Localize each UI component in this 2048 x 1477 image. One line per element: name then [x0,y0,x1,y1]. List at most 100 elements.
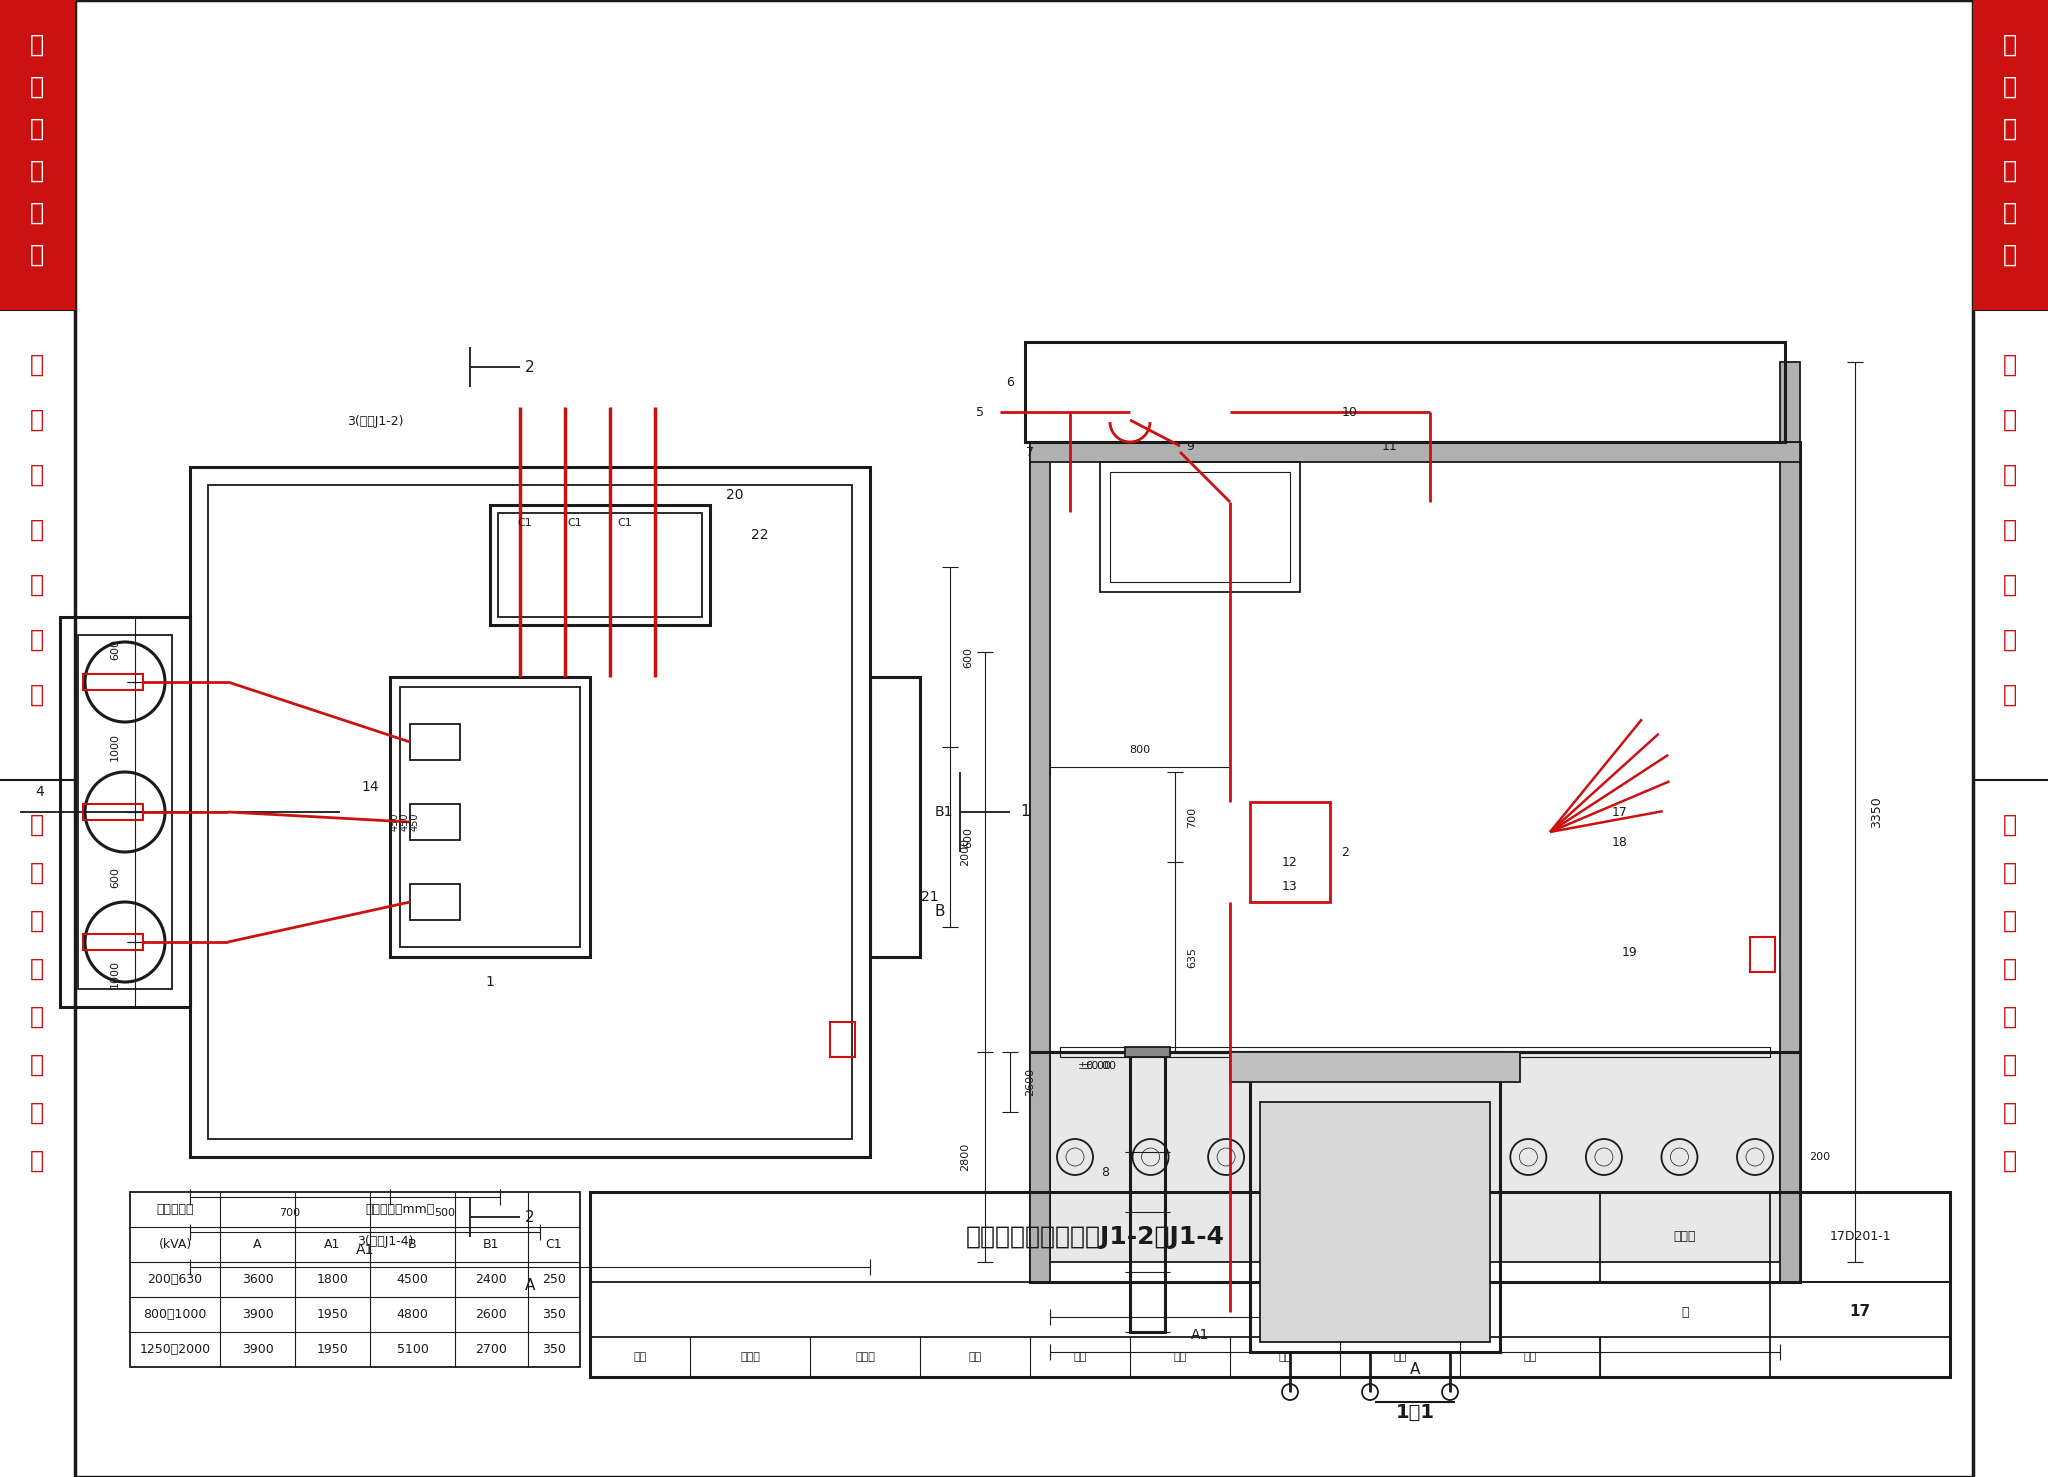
Text: C1: C1 [618,518,633,527]
Text: 350: 350 [543,1309,565,1320]
Text: 800: 800 [1128,744,1151,755]
Text: 建: 建 [2003,408,2017,431]
Text: 500: 500 [434,1208,455,1219]
Text: 构: 构 [31,1004,45,1029]
Text: 600: 600 [111,640,121,660]
Text: 450: 450 [399,812,410,832]
Text: 1950: 1950 [317,1343,348,1356]
Text: 常: 常 [2003,812,2017,837]
Text: C1: C1 [567,518,582,527]
Bar [1024,343,1786,442]
Bar [399,687,580,947]
Text: B: B [936,904,946,920]
Text: 700: 700 [1188,806,1196,827]
Bar [1749,936,1776,972]
Text: 设: 设 [2003,462,2017,487]
Text: 沿机凤: 沿机凤 [856,1351,874,1362]
Text: 2: 2 [524,359,535,375]
Text: 7: 7 [1026,446,1034,458]
Text: 1－1: 1－1 [1395,1403,1434,1421]
Text: 4500: 4500 [397,1273,428,1286]
Bar [1124,1047,1169,1058]
Text: 室: 室 [2003,160,2017,183]
Text: 2000: 2000 [961,837,971,866]
Text: 2700: 2700 [475,1343,508,1356]
Text: 11: 11 [1382,440,1399,453]
Bar [1972,0,2048,310]
Bar [1030,442,1051,1282]
Text: 250: 250 [543,1273,565,1286]
Text: (kVA): (kVA) [158,1238,193,1251]
Text: 任: 任 [31,573,45,597]
Text: 13: 13 [1282,880,1298,894]
Text: 构: 构 [2003,1004,2017,1029]
Bar [1249,1052,1499,1351]
Text: 计: 计 [31,518,45,542]
Text: 3600: 3600 [242,1273,272,1286]
Text: 安: 安 [31,1100,45,1125]
Text: 600: 600 [963,647,973,668]
Text: 图: 图 [2003,682,2017,707]
Text: 件: 件 [31,1053,45,1077]
Text: 变压器容量: 变压器容量 [156,1202,195,1216]
Text: 器: 器 [2003,117,2017,140]
Bar [1051,1052,1780,1261]
Text: 梁昆: 梁昆 [1393,1351,1407,1362]
Text: 压: 压 [31,75,45,99]
Text: B1: B1 [483,1238,500,1251]
Bar [1780,362,1800,442]
Bar [1260,1102,1491,1343]
Text: A1: A1 [324,1238,340,1251]
Bar [84,803,143,820]
Text: 12: 12 [1282,855,1298,868]
Text: 变压器室电气布置图J1-2、J1-4: 变压器室电气布置图J1-2、J1-4 [965,1224,1225,1250]
Text: A1: A1 [1190,1328,1208,1343]
Bar [1231,1052,1520,1083]
Text: 10: 10 [1341,406,1358,418]
Text: 用: 用 [31,861,45,885]
Text: 建: 建 [31,408,45,431]
Text: 布: 布 [2003,201,2017,225]
Text: 17D201-1: 17D201-1 [1829,1230,1890,1244]
Text: A1: A1 [356,1244,375,1257]
Bar [389,676,590,957]
Text: 用: 用 [2003,861,2017,885]
Bar [1130,1052,1165,1332]
Bar [498,513,702,617]
Text: 21: 21 [922,891,938,904]
Bar [410,803,461,840]
Text: 17: 17 [1849,1304,1870,1319]
Bar [489,505,711,625]
Text: 件: 件 [2003,1053,2017,1077]
Text: 布: 布 [31,201,45,225]
Text: 装: 装 [2003,1149,2017,1173]
Text: 635: 635 [1188,947,1196,967]
Bar [410,885,461,920]
Text: 置: 置 [2003,244,2017,267]
Text: 1800: 1800 [317,1273,348,1286]
Text: 校对: 校对 [969,1351,981,1362]
Text: 务: 务 [31,628,45,651]
Text: 5100: 5100 [397,1343,428,1356]
Bar [59,617,190,1007]
Text: 14: 14 [360,780,379,795]
Text: 变: 变 [2003,32,2017,58]
Text: 20: 20 [727,487,743,502]
Text: 200～630: 200～630 [147,1273,203,1286]
Bar [870,676,920,957]
Text: B1: B1 [936,805,954,820]
Text: 6: 6 [1006,375,1014,388]
Text: 1: 1 [485,975,494,990]
Text: 350: 350 [543,1343,565,1356]
Text: 9: 9 [1186,440,1194,453]
Text: 任: 任 [2003,573,2017,597]
Text: 备: 备 [2003,957,2017,981]
Bar [1780,442,1800,1282]
Text: A: A [524,1278,535,1292]
Text: 3350: 3350 [1870,796,1884,829]
Text: 3(方案J1-2): 3(方案J1-2) [346,415,403,428]
Text: 4: 4 [35,784,45,799]
Text: 设: 设 [31,908,45,933]
Text: 2: 2 [524,1210,535,1224]
Text: A: A [254,1238,262,1251]
